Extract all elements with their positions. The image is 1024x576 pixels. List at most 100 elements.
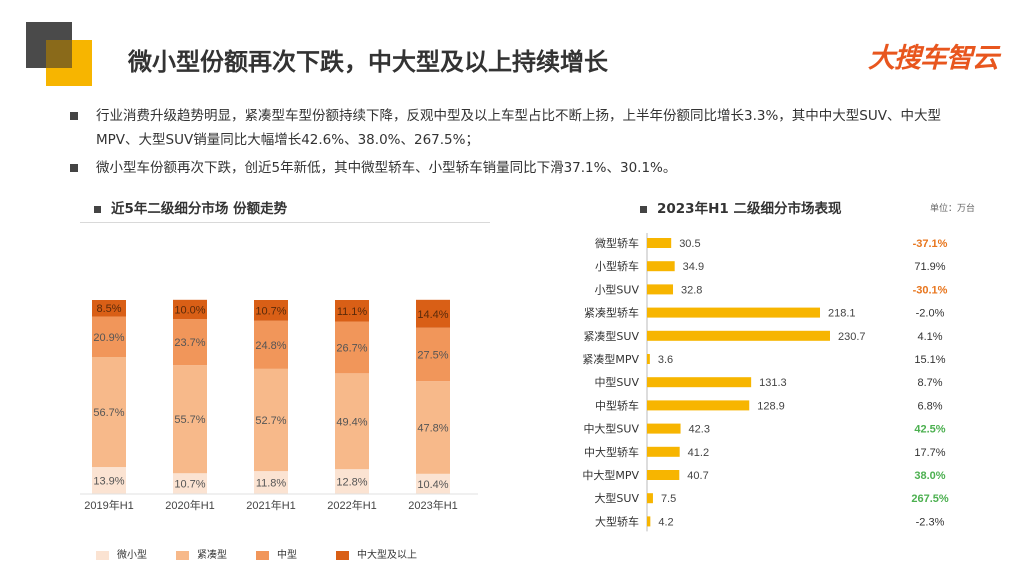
segment-compact-bar — [173, 365, 207, 474]
yoy-label: -37.1% — [913, 238, 948, 250]
category-label: 小型SUV — [594, 282, 639, 296]
data-label: 13.9% — [93, 476, 124, 488]
volume-bar — [647, 307, 821, 318]
yoy-label: -2.0% — [916, 308, 945, 320]
summary-bullets: 行业消费升级趋势明显，紧凑型车型份额持续下降，反观中型及以上车型占比不断上扬，上… — [70, 104, 970, 184]
yoy-label: -30.1% — [913, 284, 948, 296]
bullet-square-icon — [70, 164, 78, 172]
segment-large-bar — [335, 300, 369, 322]
legend-swatch — [176, 550, 189, 560]
volume-bar — [647, 238, 672, 248]
bullet-text: 微小型车份额再次下跌，创近5年新低，其中微型轿车、小型轿车销量同比下滑37.1%… — [96, 160, 677, 176]
yoy-label: -2.3% — [916, 516, 945, 528]
segment-mid-bar — [173, 319, 207, 366]
bullet-text: 行业消费升级趋势明显，紧凑型车型份额持续下降，反观中型及以上车型占比不断上扬，上… — [96, 108, 941, 148]
x-tick-label: 2020年H1 — [165, 498, 215, 512]
data-label: 20.9% — [93, 332, 124, 344]
volume-bar — [647, 493, 653, 504]
bullet-square-icon — [70, 112, 78, 120]
bullet-item: 微小型车份额再次下跌，创近5年新低，其中微型轿车、小型轿车销量同比下滑37.1%… — [70, 156, 970, 180]
category-label: 紧凑型轿车 — [584, 306, 639, 320]
yoy-label: 15.1% — [914, 354, 945, 366]
legend-swatch — [336, 550, 349, 560]
segment-micro-small-bar — [92, 467, 126, 494]
data-label: 47.8% — [417, 422, 448, 434]
section-square-icon — [640, 205, 647, 213]
left-chart-title: 近5年二级细分市场 份额走势 — [94, 197, 287, 217]
volume-bar — [647, 330, 830, 341]
volume-label: 34.9 — [683, 261, 704, 273]
category-label: 紧凑型SUV — [583, 329, 639, 343]
segment-compact-bar — [254, 368, 288, 472]
category-label: 小型轿车 — [595, 259, 639, 273]
category-label: 微型轿车 — [595, 236, 639, 250]
bullet-item: 行业消费升级趋势明显，紧凑型车型份额持续下降，反观中型及以上车型占比不断上扬，上… — [70, 104, 970, 152]
yoy-label: 38.0% — [914, 470, 945, 482]
category-label: 紧凑型MPV — [582, 352, 639, 366]
segment-compact-bar — [92, 357, 126, 468]
legend-item-mid: 中型 — [256, 546, 297, 561]
segment-compact-bar — [335, 373, 369, 470]
yoy-label: 267.5% — [911, 493, 949, 505]
category-label: 中型SUV — [594, 375, 639, 389]
data-label: 10.7% — [174, 479, 205, 491]
legend-swatch — [256, 550, 269, 560]
volume-label: 41.2 — [688, 447, 709, 459]
volume-label: 131.3 — [759, 377, 787, 389]
legend-item-compact: 紧凑型 — [176, 546, 227, 561]
category-label: 中型轿车 — [595, 398, 639, 412]
x-tick-label: 2022年H1 — [327, 498, 377, 512]
segment-large-bar — [92, 300, 126, 317]
volume-bar — [647, 516, 651, 527]
data-label: 14.4% — [417, 309, 448, 321]
brand-logo: 大搜车智云 — [868, 43, 999, 74]
volume-bar — [647, 354, 650, 364]
corner-decoration-overlap — [46, 40, 72, 68]
volume-bar — [647, 284, 674, 295]
segment-micro-small-bar — [254, 471, 288, 494]
category-label: 大型轿车 — [595, 514, 639, 528]
section-square-icon — [94, 205, 101, 213]
segment-micro-small-bar — [416, 473, 450, 494]
volume-label: 7.5 — [661, 493, 676, 505]
volume-bar — [647, 377, 752, 388]
segment-mid-bar — [254, 320, 288, 369]
volume-label: 30.5 — [679, 238, 700, 250]
yoy-label: 42.5% — [914, 424, 945, 436]
volume-label: 218.1 — [828, 308, 856, 320]
segment-mid-bar — [92, 316, 126, 358]
data-label: 24.8% — [255, 340, 286, 352]
volume-label: 42.3 — [689, 424, 710, 436]
data-label: 8.5% — [96, 303, 121, 315]
page-title: 微小型份额再次下跌，中大型及以上持续增长 — [128, 48, 608, 76]
data-label: 11.8% — [256, 478, 287, 490]
segment-micro-small-bar — [173, 473, 207, 494]
data-label: 10.7% — [255, 305, 286, 317]
data-label: 49.4% — [336, 416, 367, 428]
category-label: 中大型MPV — [582, 468, 639, 482]
category-label: 中大型SUV — [583, 422, 639, 436]
unit-label: 单位：万台 — [930, 204, 976, 214]
segment-large-bar — [416, 299, 450, 328]
data-label: 23.7% — [174, 337, 205, 349]
data-label: 52.7% — [255, 415, 286, 427]
segment-mid-bar — [416, 327, 450, 382]
segment-large-bar — [173, 299, 207, 320]
volume-bar — [647, 446, 680, 457]
volume-label: 128.9 — [757, 400, 785, 412]
category-label: 中大型轿车 — [584, 445, 639, 459]
x-tick-label: 2019年H1 — [84, 498, 134, 512]
left-chart-divider — [80, 222, 490, 223]
yoy-label: 4.1% — [917, 331, 942, 343]
segment-mid-bar — [335, 321, 369, 374]
category-label: 大型SUV — [594, 491, 639, 505]
volume-bar — [647, 400, 750, 411]
yoy-label: 8.7% — [917, 377, 942, 389]
volume-label: 40.7 — [687, 470, 708, 482]
volume-bar — [647, 423, 681, 434]
right-chart-title: 2023年H1 二级细分市场表现 — [640, 197, 841, 217]
segment-compact-bar — [416, 381, 450, 474]
volume-label: 230.7 — [838, 331, 866, 343]
x-tick-label: 2023年H1 — [408, 498, 458, 512]
